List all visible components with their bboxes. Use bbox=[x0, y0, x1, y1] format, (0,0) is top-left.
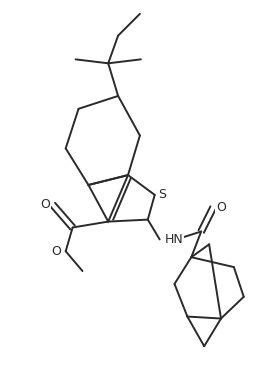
Text: O: O bbox=[216, 201, 226, 214]
Text: O: O bbox=[40, 198, 50, 211]
Text: O: O bbox=[51, 245, 61, 258]
Text: S: S bbox=[158, 188, 166, 201]
Text: HN: HN bbox=[165, 233, 183, 246]
